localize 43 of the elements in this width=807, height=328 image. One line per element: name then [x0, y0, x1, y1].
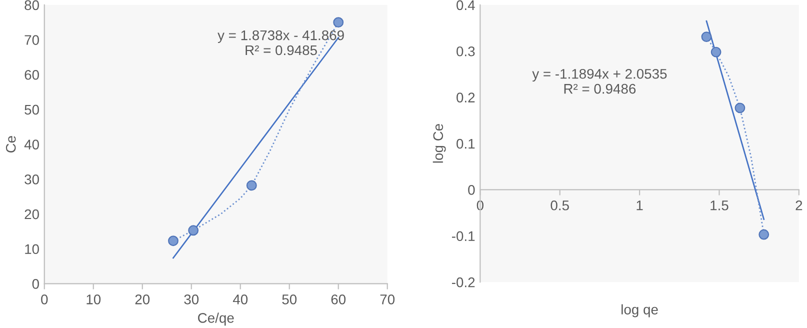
- x-tick-label: 20: [135, 294, 150, 304]
- y-tick-label: 10: [25, 244, 39, 254]
- y-tick-label: 40: [24, 140, 39, 150]
- x-tick-label: 10: [86, 294, 101, 304]
- y-axis-title: log Ce: [432, 124, 446, 163]
- x-tick-label: 2: [796, 200, 802, 210]
- y-tick-label: 0: [32, 279, 39, 289]
- y-tick-label: 0: [468, 185, 475, 195]
- x-tick-label: 40: [232, 294, 248, 304]
- x-axis-title: Ce/qe: [198, 312, 234, 326]
- y-tick-label: 0.4: [456, 0, 475, 10]
- point: [168, 236, 178, 246]
- y-axis-title: Ce: [6, 136, 16, 152]
- x-tick-label: 0: [476, 200, 484, 210]
- y-tick-label: 80: [24, 0, 39, 10]
- y-tick-label: 0.1: [456, 138, 475, 149]
- x-tick-label: 1.5: [710, 200, 728, 210]
- x-axis-title: log qe: [622, 304, 658, 318]
- point: [333, 17, 344, 28]
- x-tick-label: 60: [331, 294, 346, 304]
- x-tick-label: 30: [184, 294, 199, 304]
- x-tick-label: 0: [41, 294, 48, 304]
- x-tick-label: 1: [636, 200, 643, 210]
- point: [710, 46, 722, 58]
- point: [188, 225, 199, 236]
- point: [701, 32, 712, 42]
- y-tick-label: 0.3: [456, 46, 475, 56]
- y-tick-label: 70: [24, 35, 39, 45]
- x-tick-label: 70: [380, 294, 395, 304]
- x-tick-label: 0.5: [550, 200, 569, 210]
- y-tick-label: 60: [24, 70, 39, 80]
- point: [246, 180, 257, 191]
- y-tick-label: -0.2: [452, 277, 475, 288]
- annotation: y = -1.1894x + 2.0535 R² = 0.9486: [532, 68, 667, 94]
- point: [734, 102, 746, 114]
- annotation: y = 1.8738x - 41.869 R² = 0.9485: [218, 30, 344, 56]
- y-tick-label: 50: [24, 104, 39, 115]
- y-tick-label: -0.1: [452, 231, 475, 242]
- point: [758, 229, 770, 240]
- y-tick-label: 20: [24, 209, 39, 220]
- y-tick-label: 0.2: [456, 92, 475, 102]
- y-tick-label: 30: [24, 174, 39, 184]
- x-tick-label: 50: [282, 294, 297, 304]
